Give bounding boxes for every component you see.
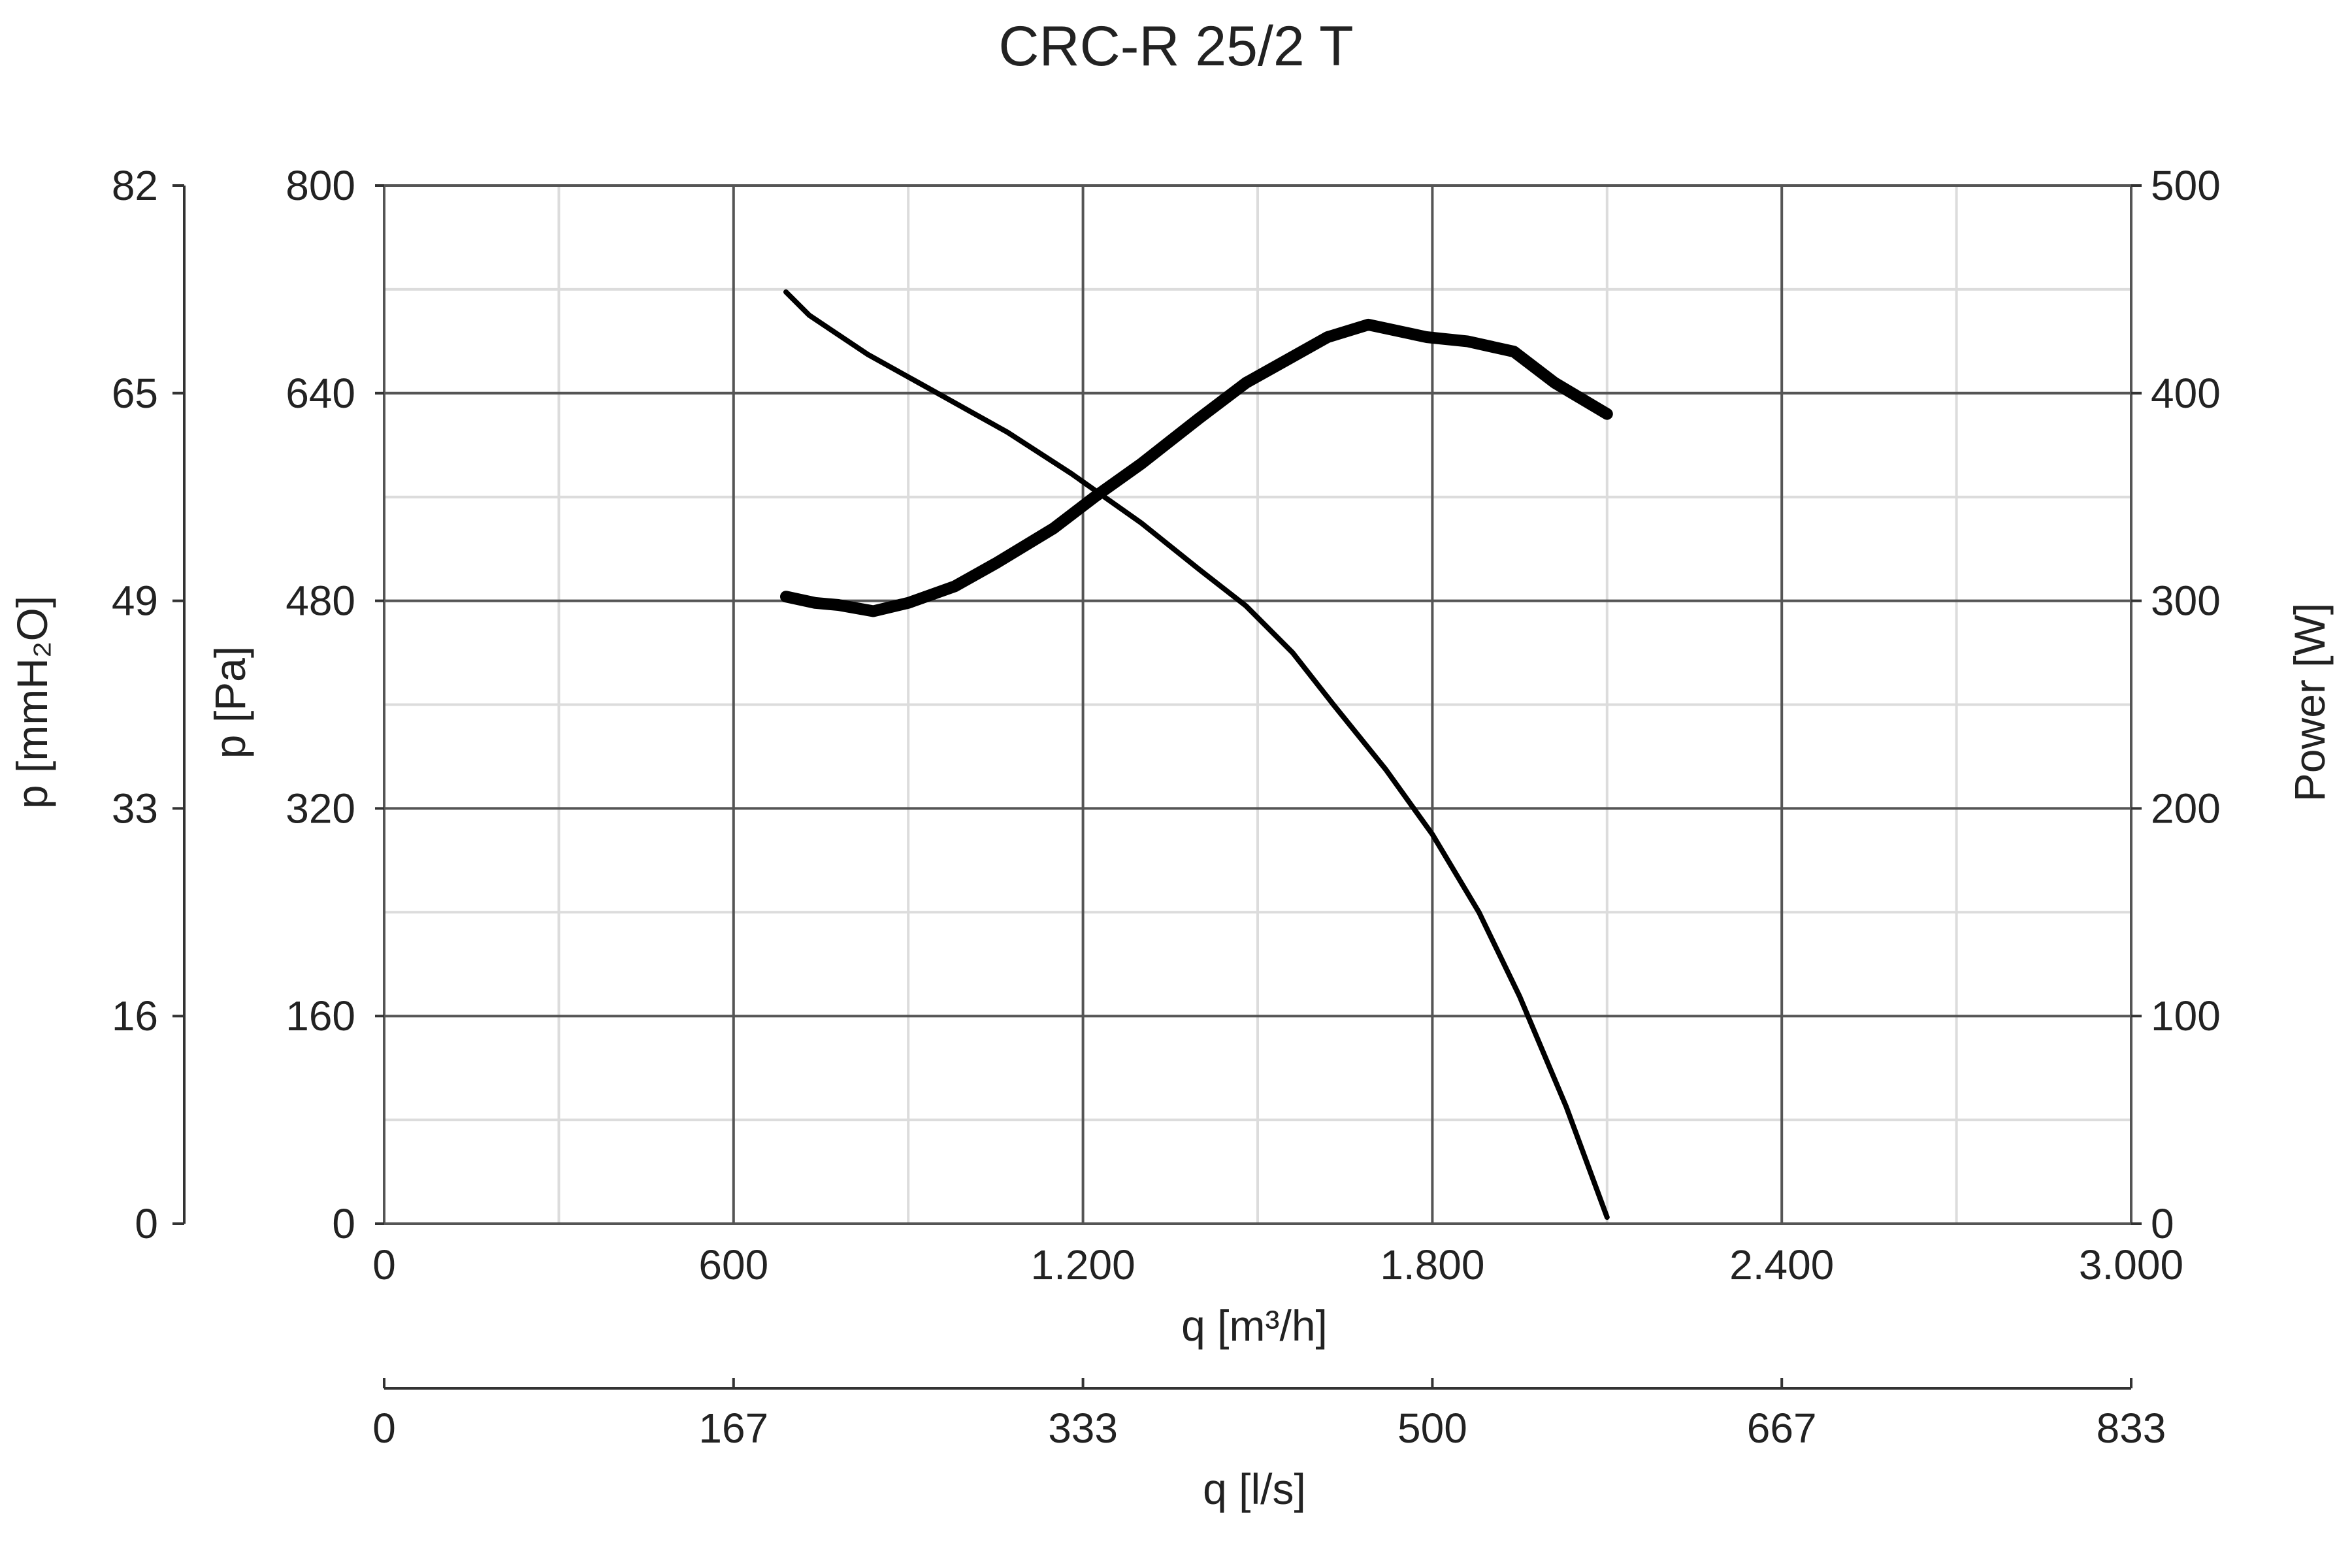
x-axis-label: q [m³/h]	[1181, 1301, 1328, 1350]
axes	[172, 184, 2142, 1390]
x2-tick-label: 667	[1747, 1405, 1817, 1452]
y2-tick-label: 300	[2151, 578, 2221, 625]
x2-tick-label: 167	[698, 1405, 768, 1452]
x-tick-label: 3.000	[2079, 1241, 2183, 1288]
curves	[780, 289, 1613, 1220]
x2-tick-label: 333	[1048, 1405, 1118, 1452]
y-outer-tick-label: 82	[112, 162, 158, 209]
chart-title: CRC-R 25/2 T	[998, 15, 1353, 78]
y-outer-tick-label: 49	[112, 578, 158, 625]
y-axis-label: p [Pa]	[206, 646, 254, 759]
y-tick-label: 800	[286, 162, 355, 209]
pressure-curve	[783, 289, 1610, 1220]
y-outer-tick-label: 16	[112, 992, 158, 1039]
y2-tick-label: 200	[2151, 785, 2221, 832]
power-curve	[780, 318, 1613, 617]
x2-tick-label: 500	[1397, 1405, 1467, 1452]
y2-tick-label: 0	[2151, 1200, 2174, 1247]
x2-axis-label: q [l/s]	[1203, 1465, 1306, 1513]
x-tick-label: 1.800	[1380, 1241, 1484, 1288]
y2-tick-label: 400	[2151, 370, 2221, 417]
y-outer-tick-label: 0	[135, 1200, 158, 1247]
y-outer-tick-label: 65	[112, 370, 158, 417]
x2-tick-label: 833	[2097, 1405, 2166, 1452]
x-tick-label: 1.200	[1031, 1241, 1135, 1288]
x-tick-label: 2.400	[1729, 1241, 1834, 1288]
y-tick-label: 320	[286, 785, 355, 832]
y-outer-axis-label: p [mmH₂O]	[8, 596, 56, 809]
y2-axis-label: Power [W]	[2285, 603, 2334, 802]
y-outer-tick-label: 33	[112, 785, 158, 832]
y-tick-label: 160	[286, 992, 355, 1039]
y2-tick-label: 500	[2151, 162, 2221, 209]
grid	[383, 184, 2132, 1225]
y2-tick-label: 100	[2151, 992, 2221, 1039]
y-tick-label: 480	[286, 578, 355, 625]
x2-tick-label: 0	[372, 1405, 396, 1452]
x-tick-label: 0	[372, 1241, 396, 1288]
x-tick-label: 600	[698, 1241, 768, 1288]
y-tick-label: 640	[286, 370, 355, 417]
y-tick-label: 0	[332, 1200, 355, 1247]
